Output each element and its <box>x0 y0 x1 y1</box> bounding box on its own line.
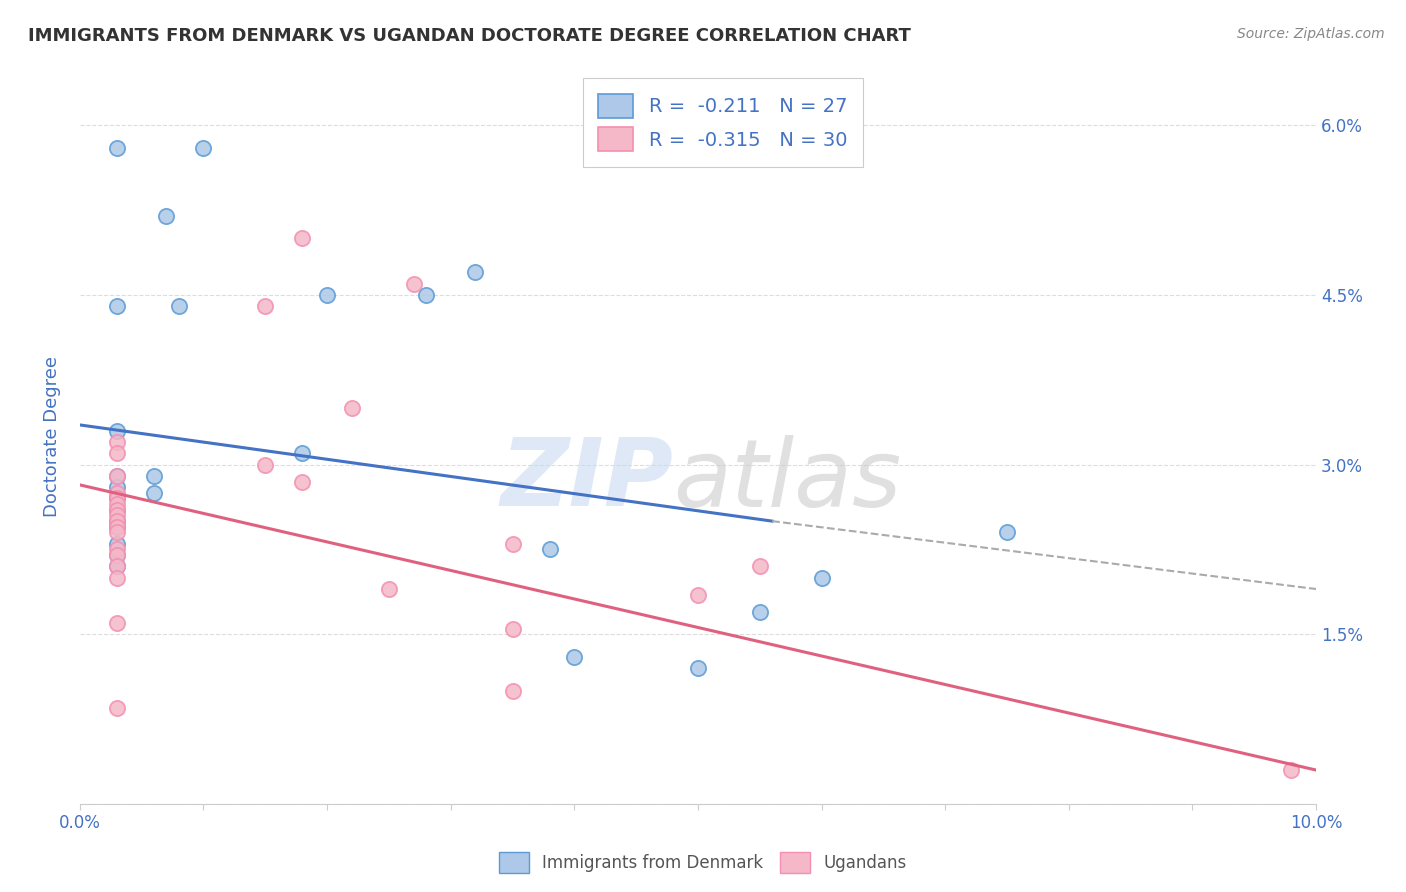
Point <box>105 559 128 574</box>
Point <box>340 401 363 415</box>
Point <box>105 548 128 562</box>
Point <box>105 480 128 494</box>
Point <box>105 525 128 540</box>
Point <box>167 299 190 313</box>
Point <box>464 265 486 279</box>
Point <box>143 485 166 500</box>
Point <box>415 288 437 302</box>
Point <box>378 582 401 596</box>
Point <box>105 701 128 715</box>
Legend: R =  -0.211   N = 27, R =  -0.315   N = 30: R = -0.211 N = 27, R = -0.315 N = 30 <box>582 78 863 167</box>
Point <box>748 559 770 574</box>
Point <box>105 497 128 511</box>
Point <box>193 141 215 155</box>
Point <box>105 559 128 574</box>
Point <box>502 537 524 551</box>
Point <box>105 491 128 506</box>
Point <box>402 277 425 291</box>
Point <box>291 231 314 245</box>
Legend: Immigrants from Denmark, Ugandans: Immigrants from Denmark, Ugandans <box>492 846 914 880</box>
Point <box>105 485 128 500</box>
Point <box>143 468 166 483</box>
Point <box>105 468 128 483</box>
Y-axis label: Doctorate Degree: Doctorate Degree <box>44 356 60 516</box>
Text: atlas: atlas <box>673 435 901 526</box>
Point <box>502 683 524 698</box>
Point <box>105 514 128 528</box>
Point <box>686 588 709 602</box>
Point <box>105 571 128 585</box>
Text: IMMIGRANTS FROM DENMARK VS UGANDAN DOCTORATE DEGREE CORRELATION CHART: IMMIGRANTS FROM DENMARK VS UGANDAN DOCTO… <box>28 27 911 45</box>
Point <box>291 475 314 489</box>
Text: ZIP: ZIP <box>501 434 673 526</box>
Point <box>291 446 314 460</box>
Point <box>538 542 561 557</box>
Point <box>810 571 832 585</box>
Point <box>316 288 339 302</box>
Point <box>105 548 128 562</box>
Point <box>748 605 770 619</box>
Point <box>105 537 128 551</box>
Point <box>105 503 128 517</box>
Point <box>105 491 128 506</box>
Text: Source: ZipAtlas.com: Source: ZipAtlas.com <box>1237 27 1385 41</box>
Point <box>105 446 128 460</box>
Point <box>105 508 128 523</box>
Point <box>686 661 709 675</box>
Point <box>105 503 128 517</box>
Point <box>254 458 277 472</box>
Point <box>502 622 524 636</box>
Point <box>105 434 128 449</box>
Point <box>1279 763 1302 777</box>
Point <box>105 141 128 155</box>
Point <box>105 520 128 534</box>
Point <box>105 299 128 313</box>
Point <box>105 514 128 528</box>
Point <box>562 649 585 664</box>
Point <box>155 209 177 223</box>
Point <box>105 468 128 483</box>
Point <box>995 525 1018 540</box>
Point <box>105 615 128 630</box>
Point <box>254 299 277 313</box>
Point <box>105 424 128 438</box>
Point <box>105 520 128 534</box>
Point <box>105 542 128 557</box>
